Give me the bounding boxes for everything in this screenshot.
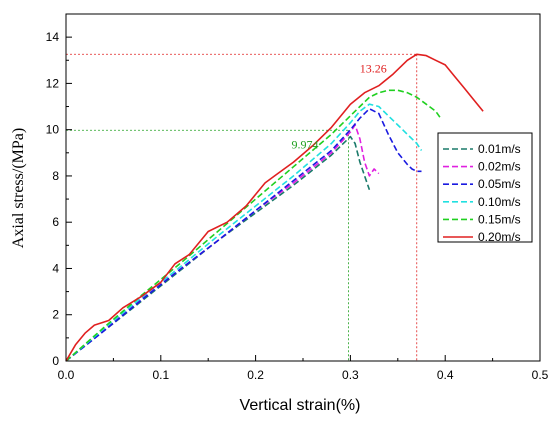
x-tick-label: 0.1 [152, 368, 169, 382]
legend-box [437, 132, 533, 243]
annotations: 13.26 9.974 [292, 61, 387, 151]
x-tick-label: 0.5 [532, 368, 549, 382]
legend-label: 0.10m/s [478, 195, 521, 209]
legend: 0.01m/s 0.02m/s 0.05m/s 0.10m/s 0.15m/s 0.20m… [437, 132, 533, 244]
series-line-0 [65, 135, 371, 362]
y-axis-label: Axial stress/(MPa) [10, 128, 27, 248]
legend-label: 0.15m/s [478, 212, 521, 226]
y-tick-label: 4 [52, 261, 59, 275]
series-line-2 [65, 108, 422, 362]
series-line-5 [65, 53, 484, 362]
series-line-3 [65, 103, 423, 362]
reference-lines [66, 53, 418, 361]
x-tick-label: 0.0 [58, 368, 75, 382]
series-line-4 [65, 89, 442, 362]
y-tick-label: 8 [52, 169, 59, 183]
legend-label: 0.05m/s [478, 177, 521, 191]
series-layer [65, 53, 484, 362]
y-tick-label: 12 [46, 76, 60, 90]
annotation-label: 9.974 [292, 137, 319, 151]
x-axis-label: Vertical strain(%) [240, 397, 361, 414]
ticks: 0.0 0.1 0.2 0.3 0.4 0.5 0 2 4 6 8 10 12 14 [46, 30, 549, 382]
annotation-label: 13.26 [360, 61, 387, 75]
x-tick-label: 0.3 [342, 368, 359, 382]
y-tick-label: 6 [52, 215, 59, 229]
legend-label: 0.02m/s [478, 160, 521, 174]
y-tick-label: 10 [46, 123, 60, 137]
x-tick-label: 0.4 [437, 368, 454, 382]
x-tick-label: 0.2 [247, 368, 264, 382]
y-tick-label: 14 [46, 30, 60, 44]
y-tick-label: 2 [52, 308, 59, 322]
y-tick-label: 0 [52, 354, 59, 368]
series-line-1 [65, 124, 380, 362]
legend-label: 0.20m/s [478, 230, 521, 244]
legend-label: 0.01m/s [478, 142, 521, 156]
